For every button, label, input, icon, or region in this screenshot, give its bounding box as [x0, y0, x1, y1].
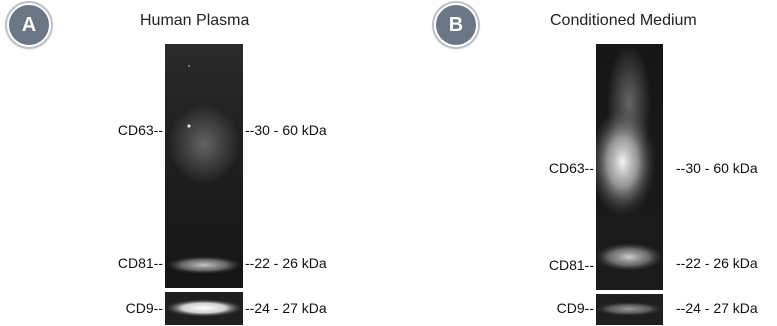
blot-cd9-b	[596, 294, 663, 325]
blot-cd9-a	[165, 292, 243, 325]
panel-b-badge: B	[434, 3, 478, 47]
badge-letter: A	[21, 13, 37, 36]
label-kda-cd9-b: --24 - 27 kDa	[676, 300, 758, 316]
panel-b-title: Conditioned Medium	[550, 12, 697, 29]
panel-conditioned-medium: B Conditioned Medium	[388, 0, 777, 326]
panel-a-title: Human Plasma	[140, 12, 250, 29]
label-cd81-a: CD81--	[117, 255, 163, 271]
blot-main-b	[596, 44, 663, 290]
label-cd63-a: CD63--	[117, 122, 163, 138]
label-kda-cd63-b: --30 - 60 kDa	[676, 160, 758, 176]
label-cd9-b: CD9--	[556, 300, 594, 316]
blot-main-a	[165, 44, 243, 288]
label-cd63-b: CD63--	[548, 160, 594, 176]
panel-a-badge: A	[7, 3, 51, 47]
label-cd81-b: CD81--	[548, 257, 594, 273]
label-cd9-a: CD9--	[125, 300, 163, 316]
label-kda-cd81-b: --22 - 26 kDa	[676, 255, 758, 271]
panel-human-plasma: A Human Plasma	[0, 0, 388, 326]
label-kda-cd9-a: --24 - 27 kDa	[245, 300, 327, 316]
label-kda-cd81-a: --22 - 26 kDa	[245, 255, 327, 271]
badge-letter: B	[448, 13, 464, 36]
label-kda-cd63-a: --30 - 60 kDa	[245, 122, 327, 138]
